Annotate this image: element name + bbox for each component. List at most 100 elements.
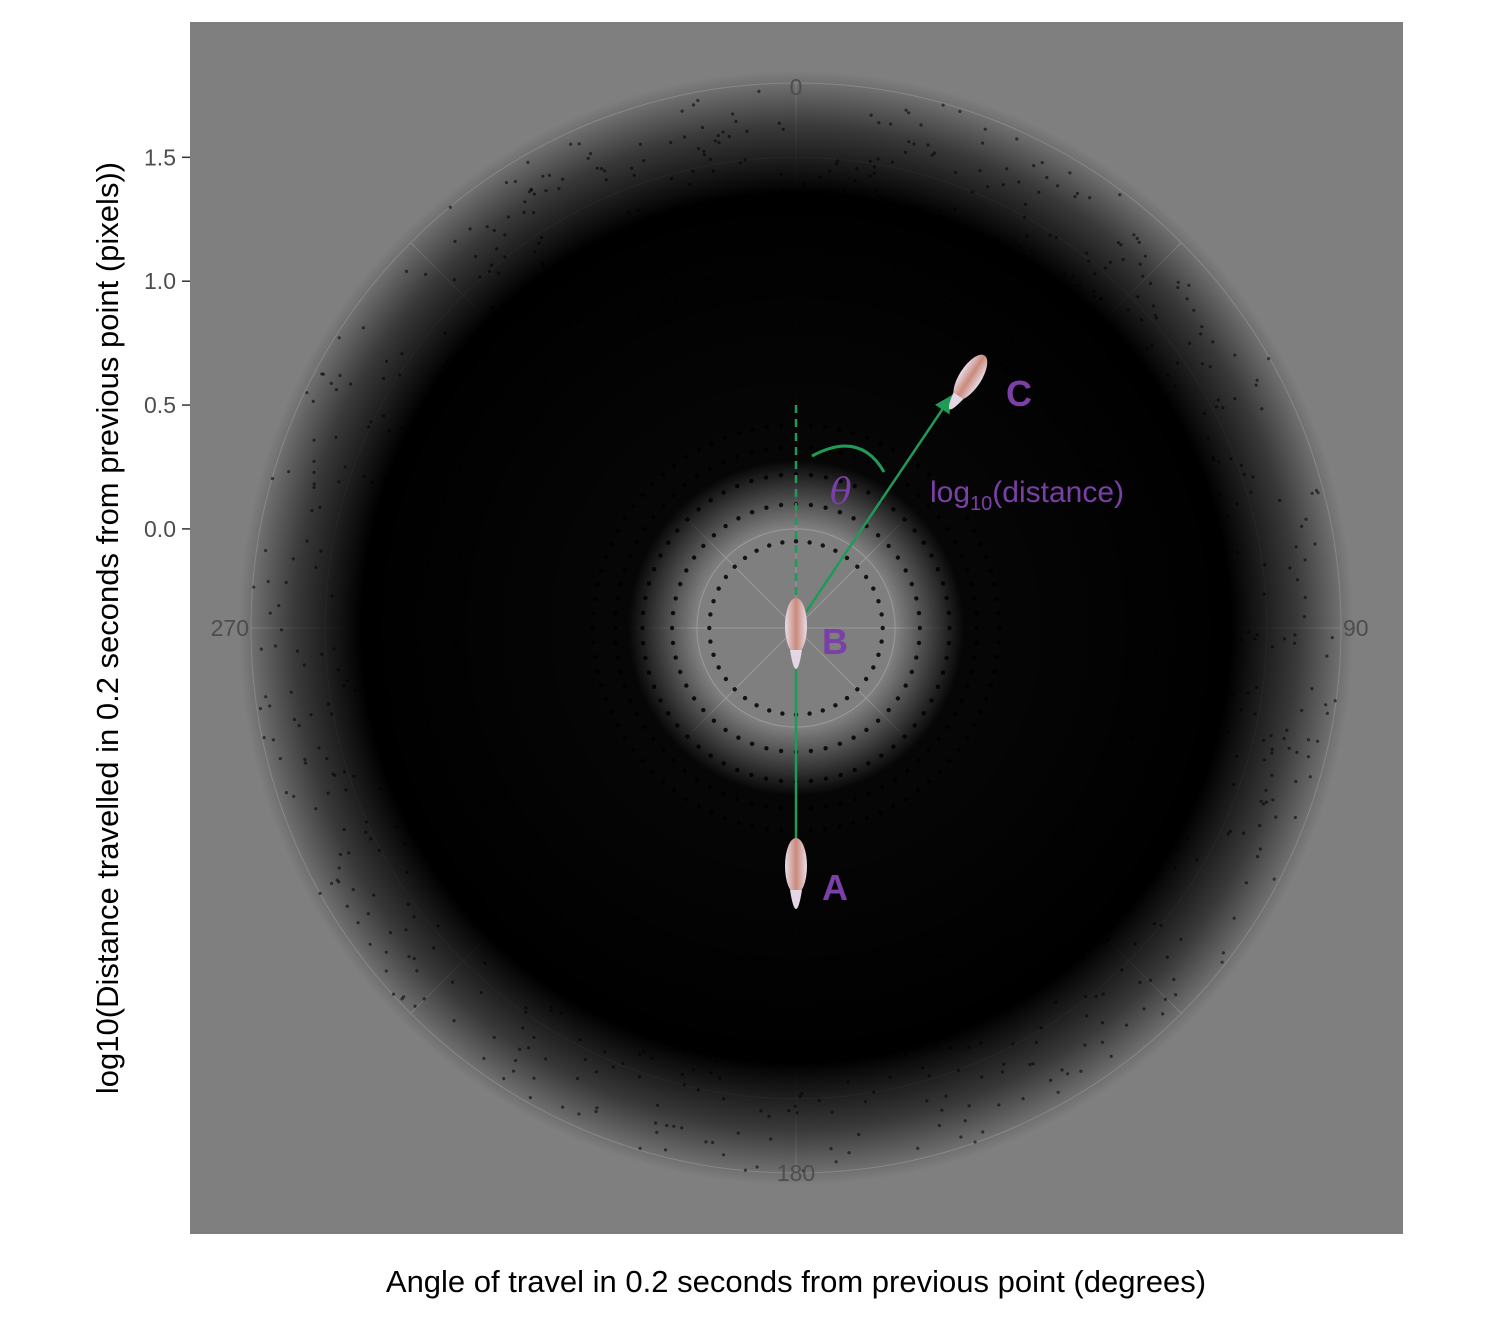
- data-point: [366, 912, 370, 916]
- data-point: [711, 652, 716, 657]
- data-point: [1216, 398, 1220, 402]
- data-point: [936, 736, 941, 742]
- data-point: [618, 280, 622, 285]
- data-point: [638, 142, 643, 146]
- data-point: [1226, 515, 1230, 519]
- data-point: [542, 264, 546, 268]
- data-point: [1093, 272, 1097, 276]
- data-point: [369, 420, 373, 424]
- data-point: [767, 543, 772, 548]
- data-point: [851, 430, 856, 436]
- label-theta: θ: [830, 472, 852, 513]
- data-point: [1039, 1026, 1043, 1030]
- data-point: [531, 949, 535, 953]
- data-point: [389, 653, 393, 657]
- data-point: [944, 655, 949, 661]
- data-point: [737, 213, 741, 217]
- data-point: [685, 517, 690, 522]
- data-point: [729, 1013, 733, 1017]
- data-point: [671, 492, 676, 498]
- data-point: [387, 429, 391, 433]
- data-point: [481, 776, 485, 780]
- data-point: [1196, 512, 1200, 516]
- data-point: [1140, 318, 1144, 322]
- data-point: [808, 778, 814, 784]
- data-point: [533, 250, 537, 254]
- data-point: [446, 681, 450, 685]
- data-point: [577, 342, 581, 346]
- data-point: [472, 923, 476, 928]
- data-point: [817, 224, 821, 228]
- data-point: [1083, 1043, 1087, 1047]
- data-point: [638, 1146, 642, 1150]
- data-point: [1316, 491, 1320, 495]
- data-point: [338, 373, 342, 378]
- data-point: [318, 505, 322, 509]
- data-point: [904, 150, 908, 154]
- data-point: [722, 816, 728, 821]
- data-point: [578, 1038, 582, 1042]
- data-point: [778, 748, 784, 754]
- data-point: [866, 490, 871, 495]
- data-point: [1131, 734, 1135, 739]
- data-point: [904, 483, 910, 488]
- data-point: [364, 830, 368, 834]
- data-point: [838, 478, 843, 484]
- data-point: [473, 350, 477, 354]
- data-point: [1219, 541, 1223, 545]
- data-point: [859, 999, 863, 1003]
- data-point: [342, 770, 347, 774]
- data-point: [967, 1104, 971, 1108]
- data-point: [749, 801, 754, 806]
- data-point: [1282, 637, 1287, 641]
- data-point: [1112, 442, 1116, 446]
- data-point: [1015, 137, 1019, 141]
- data-point: [390, 507, 394, 511]
- data-point: [343, 465, 347, 469]
- data-point: [879, 639, 884, 644]
- data-point: [917, 238, 921, 242]
- data-point: [716, 133, 720, 138]
- data-point: [433, 524, 437, 528]
- data-point: [332, 647, 336, 651]
- data-point: [369, 705, 373, 709]
- data-point: [547, 300, 551, 304]
- data-point: [317, 746, 321, 750]
- data-point: [1032, 164, 1036, 168]
- data-point: [509, 444, 513, 448]
- data-point: [582, 364, 586, 369]
- data-point: [891, 804, 896, 809]
- data-point: [252, 585, 256, 589]
- data-point: [606, 926, 610, 930]
- data-point: [827, 284, 832, 288]
- data-point: [824, 959, 828, 964]
- data-point: [996, 640, 1001, 645]
- data-point: [917, 625, 923, 631]
- data-point: [763, 236, 767, 240]
- data-point: [1015, 907, 1019, 911]
- data-point: [694, 474, 700, 479]
- data-point: [914, 655, 919, 660]
- data-point: [1206, 765, 1210, 770]
- data-point: [855, 564, 860, 569]
- radius-tick-label: 1.0: [144, 268, 176, 294]
- data-point: [563, 873, 567, 877]
- data-point: [590, 985, 594, 989]
- data-point: [453, 810, 457, 814]
- data-point: [909, 669, 914, 675]
- data-point: [1119, 243, 1123, 247]
- data-point: [926, 143, 930, 147]
- data-point: [795, 1059, 799, 1063]
- data-point: [852, 1031, 856, 1035]
- data-point: [1199, 332, 1203, 336]
- data-point: [777, 121, 782, 125]
- data-point: [398, 373, 402, 377]
- data-point: [1048, 308, 1052, 313]
- data-point: [766, 218, 770, 222]
- data-point: [511, 825, 515, 829]
- data-point: [650, 1056, 654, 1060]
- data-point: [337, 336, 341, 340]
- data-point: [723, 676, 729, 682]
- data-point: [793, 1104, 797, 1108]
- data-point: [523, 313, 527, 317]
